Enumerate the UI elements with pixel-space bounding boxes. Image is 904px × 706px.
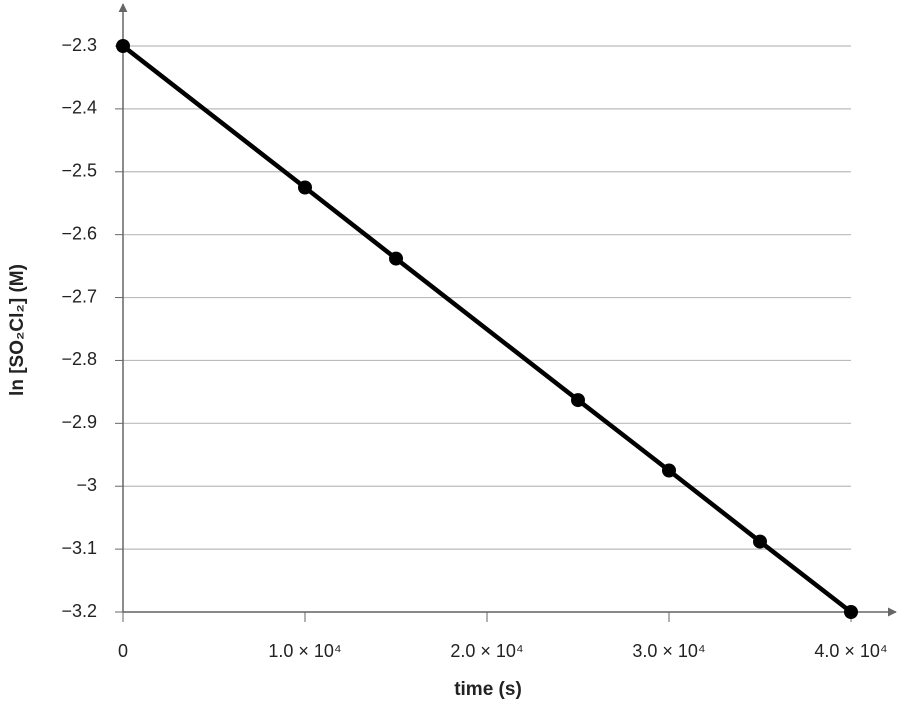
data-point: [844, 605, 858, 619]
grid: [123, 45, 851, 613]
data-point: [298, 180, 312, 195]
y-tick-label: −3: [76, 475, 97, 495]
x-tick-label: 3.0 × 10⁴: [632, 641, 705, 661]
y-tick-label: −2.5: [61, 161, 97, 181]
x-axis-title: time (s): [454, 679, 522, 700]
y-tick-label: −2.7: [61, 286, 97, 306]
y-tick-label: −3.1: [61, 538, 97, 558]
data-line: [121, 44, 853, 614]
y-tick-label: −2.9: [61, 412, 97, 432]
y-tick-label: −2.4: [61, 98, 97, 118]
y-axis-title: ln [SO₂Cl₂] (M): [7, 264, 28, 396]
x-tick-label: 1.0 × 10⁴: [268, 641, 341, 661]
data-point: [753, 534, 767, 549]
y-tick-label: −2.8: [61, 349, 97, 369]
y-tick-label: −2.3: [61, 35, 97, 55]
data-point: [389, 251, 403, 266]
y-tick-label: −2.6: [61, 223, 97, 243]
x-tick-label: 2.0 × 10⁴: [450, 641, 523, 661]
data-point: [116, 39, 130, 53]
data-point: [571, 393, 585, 408]
x-tick-label: 4.0 × 10⁴: [814, 641, 887, 661]
data-point: [662, 463, 676, 478]
x-tick-label: 0: [118, 641, 128, 661]
y-tick-label: −3.2: [61, 601, 97, 621]
